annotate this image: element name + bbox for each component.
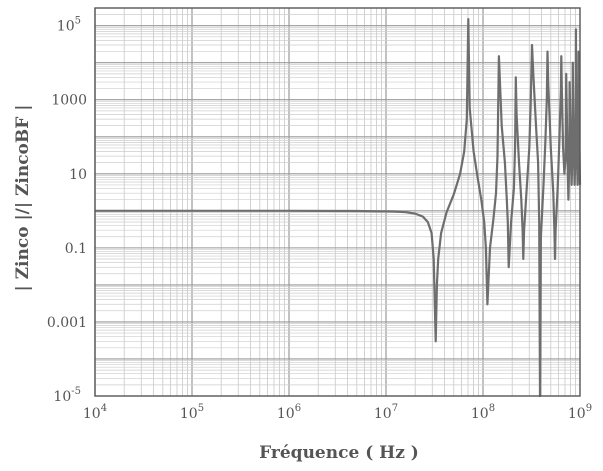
- x-axis-title: Fréquence ( Hz ): [259, 443, 419, 463]
- y-tick-label: 105: [57, 16, 81, 35]
- axes: [94, 7, 581, 397]
- y-tick-label: 10: [69, 167, 87, 183]
- y-axis-title: | Zinco |/| ZincoBF |: [13, 105, 33, 292]
- x-tick-label: 109: [568, 403, 592, 422]
- x-tick-label: 105: [180, 403, 204, 422]
- x-tick-label: 106: [277, 403, 301, 422]
- x-tick-label: 108: [471, 403, 495, 422]
- x-tick-label: 107: [374, 403, 398, 422]
- series-line-0: [95, 18, 582, 398]
- y-tick-label: 0.1: [65, 241, 87, 257]
- y-tick-label: 10-5: [53, 386, 81, 405]
- y-tick-label: 1000: [51, 93, 87, 109]
- y-tick-label: 0.001: [47, 315, 87, 331]
- series-layer: [95, 18, 582, 398]
- x-tick-labels: 104 105 106 107 108 109: [83, 403, 592, 422]
- plot-frame: [94, 7, 581, 397]
- y-tick-labels: 10-5 0.001 0.1 10 1000 105: [47, 16, 87, 405]
- x-tick-label: 104: [83, 403, 107, 422]
